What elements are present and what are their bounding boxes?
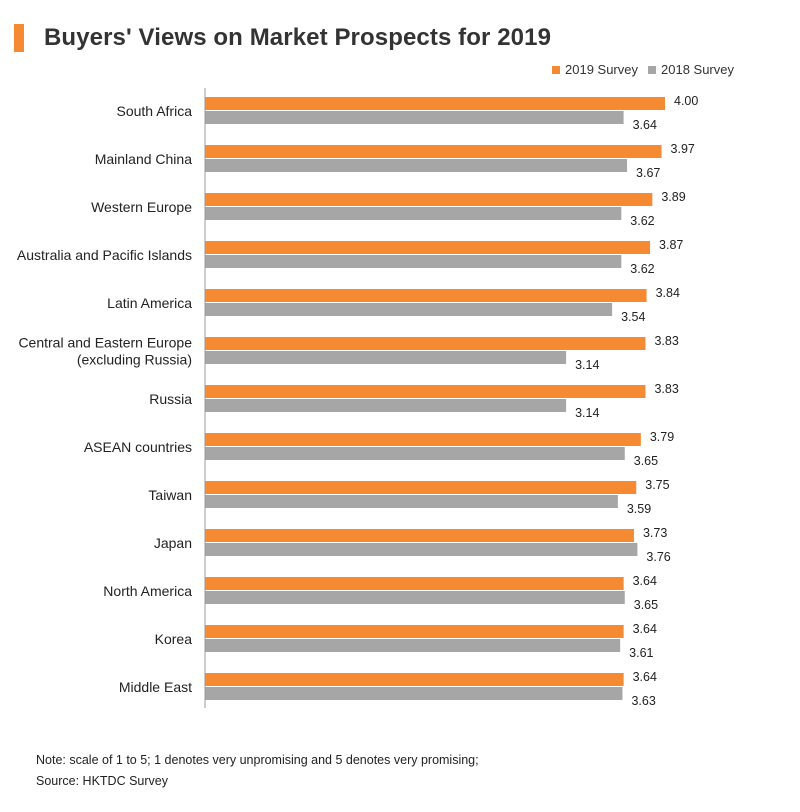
data-label-2019: 3.79 [650, 430, 674, 444]
data-label-2019: 3.83 [654, 382, 678, 396]
bar-2019 [205, 673, 624, 686]
bar-2019 [205, 433, 641, 446]
category-label: South Africa [117, 103, 193, 119]
bar-2019 [205, 289, 647, 302]
bar-2018 [205, 255, 622, 268]
data-label-2019: 3.64 [633, 670, 657, 684]
bar-2018 [205, 351, 567, 364]
bar-2018 [205, 207, 622, 220]
data-label-2018: 3.59 [627, 502, 651, 516]
bar-2018 [205, 495, 618, 508]
data-label-2018: 3.64 [633, 118, 657, 132]
data-label-2018: 3.76 [646, 550, 670, 564]
chart-header: Buyers' Views on Market Prospects for 20… [14, 22, 551, 54]
chart-title: Buyers' Views on Market Prospects for 20… [44, 24, 552, 51]
bar-2019 [205, 625, 624, 638]
bar-2019 [205, 241, 651, 254]
scale-note: Note: scale of 1 to 5; 1 denotes very un… [36, 753, 479, 767]
bar-2018 [205, 111, 624, 124]
data-label-2018: 3.62 [630, 262, 654, 276]
bar-2018 [205, 159, 628, 172]
source-note: Source: HKTDC Survey [36, 774, 168, 788]
bar-2019 [205, 145, 662, 158]
data-label-2019: 3.64 [633, 574, 657, 588]
category-label: (excluding Russia) [77, 352, 192, 368]
data-label-2018: 3.14 [575, 358, 599, 372]
bar-chart: South Africa 4.00 3.64 Mainland China 3.97 3.… [17, 88, 698, 708]
data-label-2018: 3.61 [629, 646, 653, 660]
bar-2018 [205, 447, 625, 460]
category-label: Central and Eastern Europe [18, 335, 192, 351]
data-label-2019: 3.75 [645, 478, 669, 492]
data-label-2019: 3.97 [671, 142, 695, 156]
data-label-2018: 3.65 [634, 598, 658, 612]
data-label-2019: 3.83 [654, 334, 678, 348]
bar-2019 [205, 97, 665, 110]
category-label: Middle East [119, 679, 192, 695]
chart-footnote: Note: scale of 1 to 5; 1 denotes very un… [36, 750, 479, 792]
data-label-2019: 4.00 [674, 94, 698, 108]
category-label: Russia [149, 391, 192, 407]
data-label-2018: 3.62 [630, 214, 654, 228]
bar-2019 [205, 193, 653, 206]
bar-2018 [205, 399, 567, 412]
bar-2018 [205, 639, 621, 652]
data-label-2018: 3.54 [621, 310, 645, 324]
data-label-2019: 3.64 [633, 622, 657, 636]
legend-label-2018: 2018 Survey [661, 62, 734, 77]
data-label-2019: 3.87 [659, 238, 683, 252]
category-label: Taiwan [148, 487, 192, 503]
data-label-2019: 3.84 [656, 286, 680, 300]
legend-swatch-2018 [648, 65, 656, 74]
category-label: ASEAN countries [84, 439, 192, 455]
bar-2019 [205, 481, 637, 494]
data-label-2018: 3.65 [634, 454, 658, 468]
category-label: Australia and Pacific Islands [17, 247, 192, 263]
bar-2019 [205, 337, 646, 350]
legend: 2019 Survey 2018 Survey [542, 62, 734, 77]
legend-swatch-2019 [552, 65, 560, 74]
data-label-2018: 3.14 [575, 406, 599, 420]
bar-2018 [205, 591, 625, 604]
bar-2019 [205, 577, 624, 590]
category-label: North America [103, 583, 192, 599]
category-label: Korea [155, 631, 193, 647]
data-label-2018: 3.67 [636, 166, 660, 180]
category-label: Japan [154, 535, 192, 551]
category-label: Latin America [107, 295, 192, 311]
bar-2018 [205, 303, 613, 316]
bar-2019 [205, 529, 634, 542]
bar-2018 [205, 543, 638, 556]
data-label-2019: 3.89 [661, 190, 685, 204]
bar-2019 [205, 385, 646, 398]
title-accent-bar [14, 24, 24, 52]
bar-2018 [205, 687, 623, 700]
category-label: Western Europe [91, 199, 192, 215]
category-label: Mainland China [95, 151, 192, 167]
legend-label-2019: 2019 Survey [565, 62, 638, 77]
data-label-2018: 3.63 [631, 694, 655, 708]
data-label-2019: 3.73 [643, 526, 667, 540]
legend-item-2019: 2019 Survey [552, 62, 638, 77]
legend-item-2018: 2018 Survey [648, 62, 734, 77]
